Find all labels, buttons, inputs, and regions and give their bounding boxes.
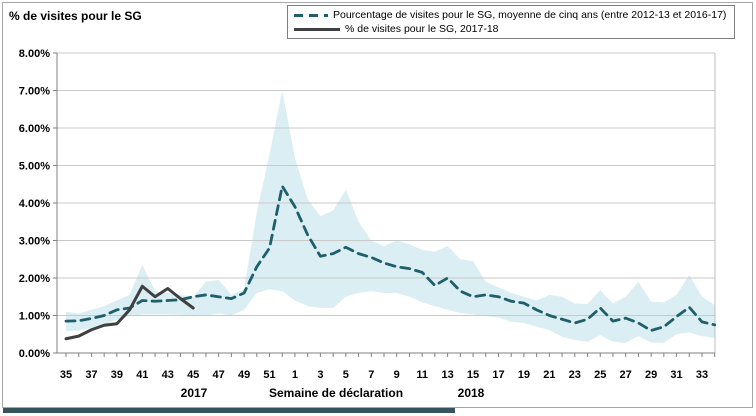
svg-text:19: 19 [518, 369, 530, 381]
svg-text:7.00%: 7.00% [19, 86, 50, 98]
svg-text:1: 1 [292, 369, 298, 381]
svg-text:8.00%: 8.00% [19, 48, 50, 60]
gridlines [57, 52, 716, 353]
confidence-band [66, 90, 715, 343]
svg-text:4.00%: 4.00% [19, 198, 50, 210]
svg-text:5.00%: 5.00% [19, 161, 50, 173]
svg-text:27: 27 [620, 369, 632, 381]
current-season-line [64, 284, 195, 341]
svg-text:15: 15 [467, 369, 479, 381]
svg-text:17: 17 [492, 369, 504, 381]
svg-text:41: 41 [136, 369, 148, 381]
svg-text:6.00%: 6.00% [19, 123, 50, 135]
svg-text:29: 29 [645, 369, 657, 381]
svg-text:9: 9 [394, 369, 400, 381]
svg-text:39: 39 [111, 369, 123, 381]
bottom-partial-element [3, 408, 455, 413]
svg-text:13: 13 [441, 369, 453, 381]
svg-text:31: 31 [670, 369, 682, 381]
svg-text:43: 43 [162, 369, 174, 381]
svg-text:33: 33 [696, 369, 708, 381]
axis-tick-labels: 0.00% 1.00% 2.00% 3.00% 4.00% 5.00% 6.00% 7.00%… [19, 48, 708, 381]
legend-label-average: Pourcentage de visites pour le SG, moyen… [333, 9, 727, 21]
x-axis-title: Semaine de déclaration [268, 386, 404, 400]
x-axis-year-2018: 2018 [457, 386, 485, 400]
svg-text:21: 21 [543, 369, 555, 381]
x-axis-year-2017: 2017 [180, 386, 208, 400]
svg-text:35: 35 [60, 369, 72, 381]
tick-marks [53, 52, 716, 357]
svg-text:51: 51 [263, 369, 275, 381]
solid-line-swatch-icon [294, 27, 340, 31]
chart-legend: Pourcentage de visites pour le SG, moyen… [287, 5, 736, 39]
legend-item-current: % de visites pour le SG, 2017-18 [294, 23, 726, 35]
svg-text:47: 47 [213, 369, 225, 381]
svg-text:25: 25 [594, 369, 606, 381]
svg-text:3.00%: 3.00% [19, 236, 50, 248]
svg-text:5: 5 [343, 369, 349, 381]
svg-text:3: 3 [317, 369, 323, 381]
svg-text:23: 23 [569, 369, 581, 381]
chart-outer-border [2, 2, 753, 408]
svg-text:11: 11 [416, 369, 428, 381]
svg-text:49: 49 [238, 369, 250, 381]
svg-text:1.00%: 1.00% [19, 311, 50, 323]
svg-text:45: 45 [187, 369, 199, 381]
svg-text:0.00%: 0.00% [19, 348, 50, 360]
y-axis-title: % de visites pour le SG [9, 9, 142, 23]
dashed-line-swatch-icon [294, 13, 328, 17]
average-series-line [64, 184, 717, 332]
legend-item-average: Pourcentage de visites pour le SG, moyen… [294, 9, 726, 21]
svg-text:2.00%: 2.00% [19, 273, 50, 285]
svg-text:7: 7 [368, 369, 374, 381]
svg-text:37: 37 [85, 369, 97, 381]
legend-label-current: % de visites pour le SG, 2017-18 [345, 23, 499, 35]
